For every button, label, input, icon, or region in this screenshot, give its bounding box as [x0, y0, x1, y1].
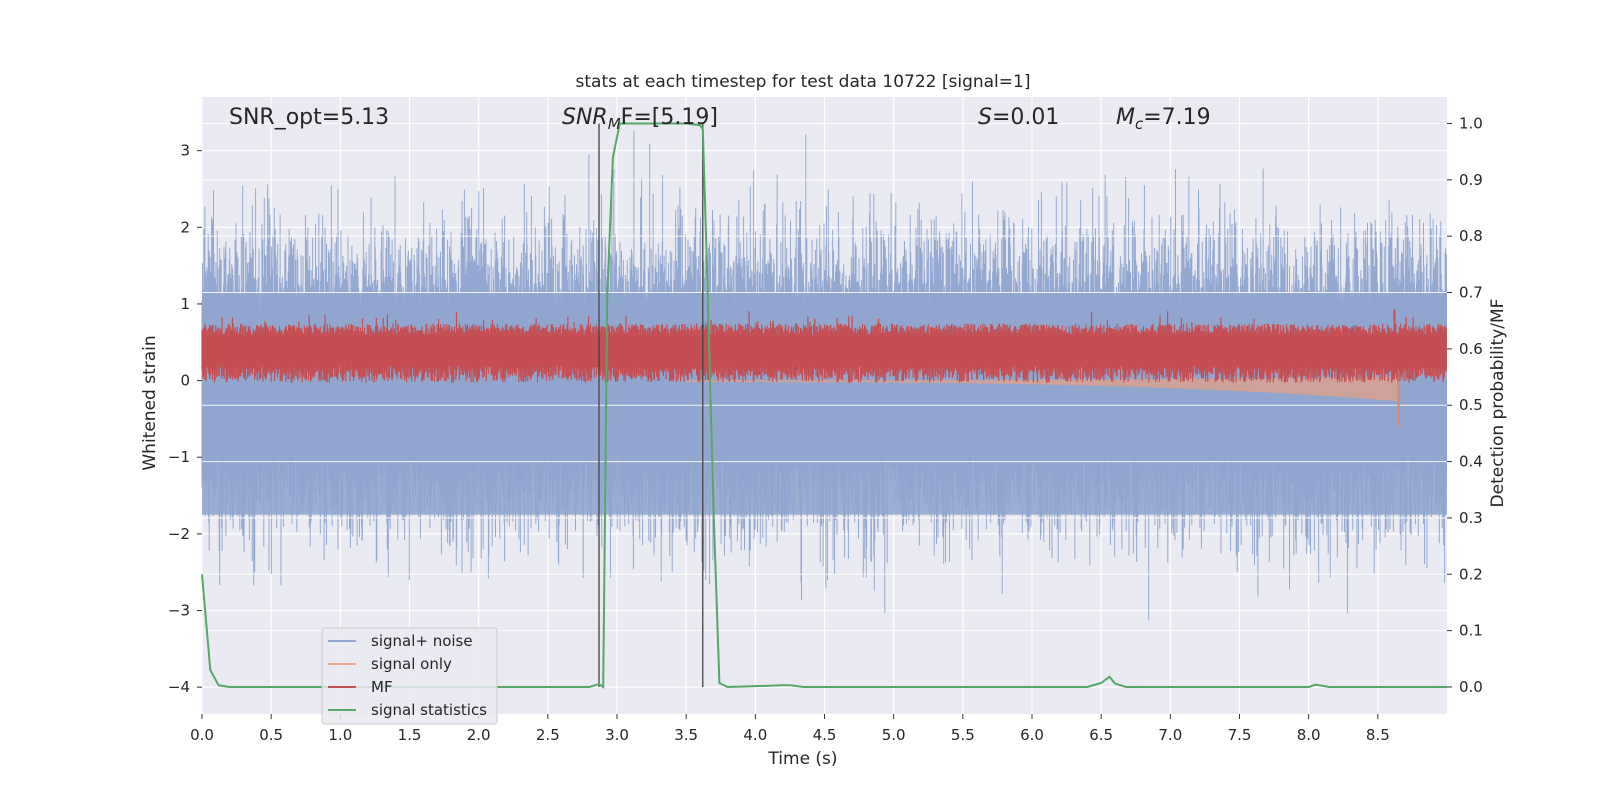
annotation-s: S=0.01: [978, 105, 1059, 130]
x-tick-label: 4.0: [743, 726, 767, 744]
annotation-mc-rest: =7.19: [1143, 105, 1210, 130]
y-left-tick-label: 3: [180, 142, 190, 160]
annotation-snr-opt: SNR_opt=5.13: [229, 105, 389, 130]
mf-trace: [201, 311, 1447, 383]
annotation-snr-mf-sub: M: [608, 115, 621, 133]
annotation-snr-mf-rest: F=[5.19]: [621, 105, 718, 130]
legend-label-mf: MF: [371, 678, 393, 696]
x-tick-label: 8.0: [1297, 726, 1321, 744]
x-tick-label: 8.5: [1366, 726, 1390, 744]
x-tick-label: 5.0: [882, 726, 906, 744]
legend-label-signal-only: signal only: [371, 655, 452, 673]
y-axis-right-label: Detection probability/MF: [1488, 299, 1508, 508]
x-tick-label: 4.5: [813, 726, 837, 744]
y-right-tick-label: 0.9: [1459, 171, 1483, 189]
y-left-tick-label: −3: [168, 602, 190, 620]
chart-title: stats at each timestep for test data 107…: [576, 72, 1031, 92]
y-left-tick-label: 2: [180, 218, 190, 236]
y-left-tick-label: 1: [180, 295, 190, 313]
legend-box: [321, 627, 498, 725]
y-axis-left-label: Whitened strain: [140, 335, 160, 470]
y-right-tick-label: 0.7: [1459, 284, 1483, 302]
x-tick-label: 1.0: [328, 726, 352, 744]
x-tick-label: 2.5: [536, 726, 560, 744]
annotation-mc-sub: c: [1135, 115, 1144, 133]
y-right-tick-label: 0.0: [1459, 678, 1483, 696]
x-tick-label: 1.5: [398, 726, 422, 744]
y-right-tick-label: 0.4: [1459, 453, 1483, 471]
legend: signal+ noise signal only MF signal stat…: [321, 627, 498, 725]
y-right-tick-label: 0.6: [1459, 340, 1483, 358]
y-right-tick-label: 0.3: [1459, 509, 1483, 527]
x-tick-label: 5.5: [951, 726, 975, 744]
annotation-s-base: S: [978, 105, 992, 130]
y-left-tick-label: −2: [168, 525, 190, 543]
annotation-snr-mf: SNRMF=[5.19]: [562, 105, 718, 133]
y-left-tick-label: 0: [180, 372, 190, 390]
annotation-s-rest: =0.01: [992, 105, 1059, 130]
annotation-snr-mf-base: SNR: [562, 105, 608, 130]
y-right-tick-label: 0.1: [1459, 622, 1483, 640]
y-right-tick-label: 0.2: [1459, 565, 1483, 583]
x-tick-label: 3.5: [674, 726, 698, 744]
y-right-tick-label: 0.8: [1459, 227, 1483, 245]
signal-only-envelope: [686, 376, 1399, 402]
series-mf: [201, 309, 1447, 383]
y-left-tick-label: −4: [168, 678, 190, 696]
x-tick-label: 3.0: [605, 726, 629, 744]
y-right-tick-label: 1.0: [1459, 114, 1483, 132]
y-right-tick-label: 0.5: [1459, 396, 1483, 414]
annotation-mc-base: M: [1116, 105, 1135, 130]
marker-lines: [598, 123, 704, 687]
x-axis-label: Time (s): [767, 749, 837, 769]
y-left-tick-label: −1: [168, 448, 190, 466]
x-tick-label: 6.5: [1089, 726, 1113, 744]
x-tick-label: 7.0: [1158, 726, 1182, 744]
x-tick-label: 2.0: [467, 726, 491, 744]
y-axis-left-ticks: 3 2 1 0 −1 −2 −3 −4: [168, 142, 202, 696]
annotation-mc: Mc=7.19: [1116, 105, 1211, 133]
x-tick-label: 7.5: [1228, 726, 1252, 744]
x-tick-label: 6.0: [1020, 726, 1044, 744]
x-tick-label: 0.5: [259, 726, 283, 744]
legend-label-signal-statistics: signal statistics: [371, 701, 487, 719]
y-axis-right-ticks: 1.0 0.9 0.8 0.7 0.6 0.5 0.4 0.3 0.2 0.1 0.0: [1447, 114, 1483, 696]
x-tick-label: 0.0: [190, 726, 214, 744]
x-axis-ticks: 0.0 0.5 1.0 1.5 2.0 2.5 3.0 3.5 4.0 4.5 5.0 5.5 6.0 6…: [190, 714, 1390, 744]
legend-label-signal-noise: signal+ noise: [371, 632, 473, 650]
